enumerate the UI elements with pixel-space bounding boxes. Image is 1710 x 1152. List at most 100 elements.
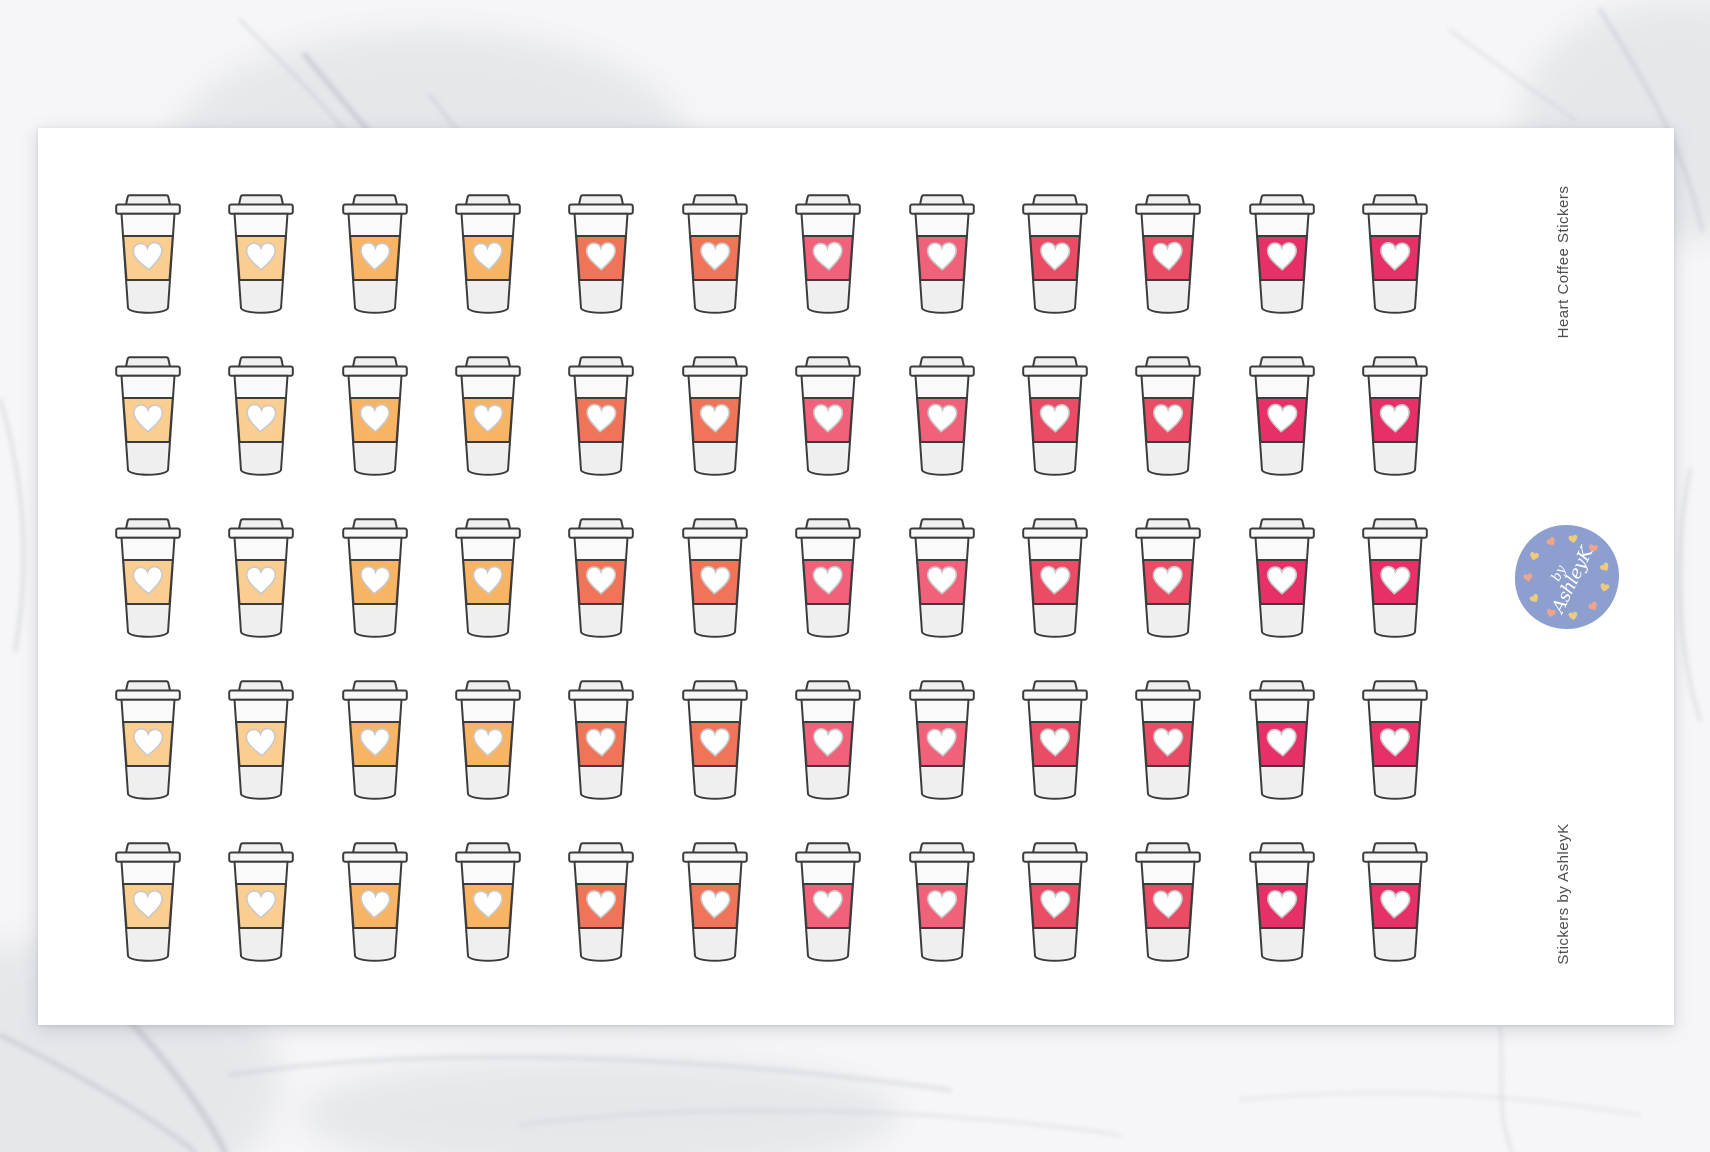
cup-lid-cap xyxy=(691,356,738,368)
coffee-cup-sticker xyxy=(340,192,410,318)
coffee-cup-sticker xyxy=(113,840,183,966)
coffee-cup-icon xyxy=(341,842,408,962)
cup-lid-cap xyxy=(1032,356,1079,368)
heart-icon xyxy=(1153,565,1184,595)
cup-body-shade xyxy=(1375,443,1416,473)
cup-body-shade xyxy=(467,767,509,797)
coffee-cup-icon xyxy=(1135,356,1202,476)
cup-lid-rim xyxy=(681,365,748,377)
coffee-cup-icon xyxy=(1249,680,1315,800)
heart-icon xyxy=(359,242,390,271)
cup-lid-rim xyxy=(908,203,975,215)
logo-mini-heart-icon xyxy=(1568,611,1578,621)
cup-lid-rim xyxy=(681,689,748,701)
coffee-cup-icon xyxy=(568,518,635,638)
coffee-cup-sticker xyxy=(113,516,183,642)
cup-lid-rim xyxy=(1249,527,1315,539)
cup-lid-rim xyxy=(455,851,521,863)
cup-body-shade xyxy=(1034,605,1076,635)
cup-lid-rim xyxy=(1249,689,1315,701)
coffee-cup-sticker xyxy=(340,516,410,642)
cup-lid-rim xyxy=(1022,689,1088,701)
cup-lid-cap xyxy=(238,194,285,206)
sticker-sheet xyxy=(38,128,1674,1025)
coffee-cup-icon xyxy=(455,356,521,476)
coffee-cup-sticker xyxy=(340,840,410,966)
heart-icon xyxy=(1153,404,1184,433)
heart-icon xyxy=(1266,890,1297,919)
cup-body-shade xyxy=(921,605,962,635)
coffee-cup-icon xyxy=(1362,680,1429,800)
coffee-cup-icon xyxy=(114,356,181,476)
cup-lid-cap xyxy=(1145,194,1192,206)
logo-mini-heart-icon xyxy=(1530,552,1539,561)
coffee-cup-sticker xyxy=(1020,678,1090,804)
heart-icon xyxy=(812,241,843,271)
coffee-cup-icon xyxy=(1022,356,1088,476)
coffee-cup-sticker xyxy=(1020,516,1090,642)
cup-lid-rim xyxy=(568,689,635,701)
cup-body-shade xyxy=(1375,929,1416,959)
coffee-cup-sticker xyxy=(1133,354,1203,480)
cup-body-shade xyxy=(127,605,168,635)
cup-body-shade xyxy=(467,605,509,635)
heart-icon xyxy=(586,566,617,595)
coffee-cup-sticker xyxy=(566,678,636,804)
heart-icon xyxy=(245,242,277,271)
cup-lid-cap xyxy=(805,518,852,530)
coffee-cup-sticker xyxy=(1360,516,1430,642)
coffee-cup-icon xyxy=(908,356,975,476)
heart-icon xyxy=(359,728,390,757)
cup-body-shade xyxy=(1148,605,1189,635)
cup-body-shade xyxy=(581,443,622,473)
heart-icon xyxy=(1380,889,1411,919)
coffee-cup-icon xyxy=(908,518,975,638)
coffee-cup-icon xyxy=(1362,518,1429,638)
coffee-cup-sticker xyxy=(340,354,410,480)
coffee-cup-sticker xyxy=(907,354,977,480)
cup-lid-cap xyxy=(1032,194,1079,206)
heart-icon xyxy=(699,242,730,271)
coffee-cup-sticker xyxy=(113,678,183,804)
coffee-cup-icon xyxy=(1022,842,1088,962)
coffee-cup-icon xyxy=(1022,518,1088,638)
coffee-cup-sticker xyxy=(226,192,296,318)
cup-lid-cap xyxy=(124,518,171,530)
heart-icon xyxy=(1040,889,1071,919)
cup-body-shade xyxy=(241,605,282,635)
cup-lid-cap xyxy=(124,680,171,692)
cup-lid-cap xyxy=(691,194,738,206)
coffee-cup-icon xyxy=(908,680,975,800)
heart-icon xyxy=(132,728,163,757)
coffee-cup-icon xyxy=(1362,356,1429,476)
heart-icon xyxy=(132,241,163,271)
heart-icon xyxy=(1380,242,1411,271)
cup-body-shade xyxy=(354,281,395,311)
cup-lid-cap xyxy=(1032,518,1079,530)
cup-lid-rim xyxy=(341,851,408,863)
cup-lid-cap xyxy=(238,842,285,854)
sticker-grid xyxy=(91,174,1452,984)
heart-icon xyxy=(1039,404,1070,433)
coffee-cup-sticker xyxy=(1247,516,1317,642)
cup-body-shade xyxy=(581,281,622,311)
heart-icon xyxy=(359,404,390,433)
coffee-cup-sticker xyxy=(1133,678,1203,804)
cup-body-shade xyxy=(241,443,282,473)
coffee-cup-icon xyxy=(1249,356,1315,476)
coffee-cup-sticker xyxy=(1247,192,1317,318)
coffee-cup-icon xyxy=(568,356,635,476)
coffee-cup-sticker xyxy=(1360,840,1430,966)
cup-lid-rim xyxy=(114,527,181,539)
ashleyk-logo-badge: by AshleyK xyxy=(1515,525,1619,629)
heart-icon xyxy=(472,241,503,271)
logo-mini-heart-icon xyxy=(1588,544,1598,553)
cup-lid-rim xyxy=(341,365,408,377)
cup-lid-cap xyxy=(464,194,511,206)
cup-lid-rim xyxy=(1135,203,1202,215)
cup-lid-cap xyxy=(1145,518,1192,530)
coffee-cup-icon xyxy=(114,518,181,638)
cup-lid-rim xyxy=(908,527,975,539)
logo-mini-heart-icon xyxy=(1600,583,1610,592)
cup-body-shade xyxy=(1034,443,1076,473)
